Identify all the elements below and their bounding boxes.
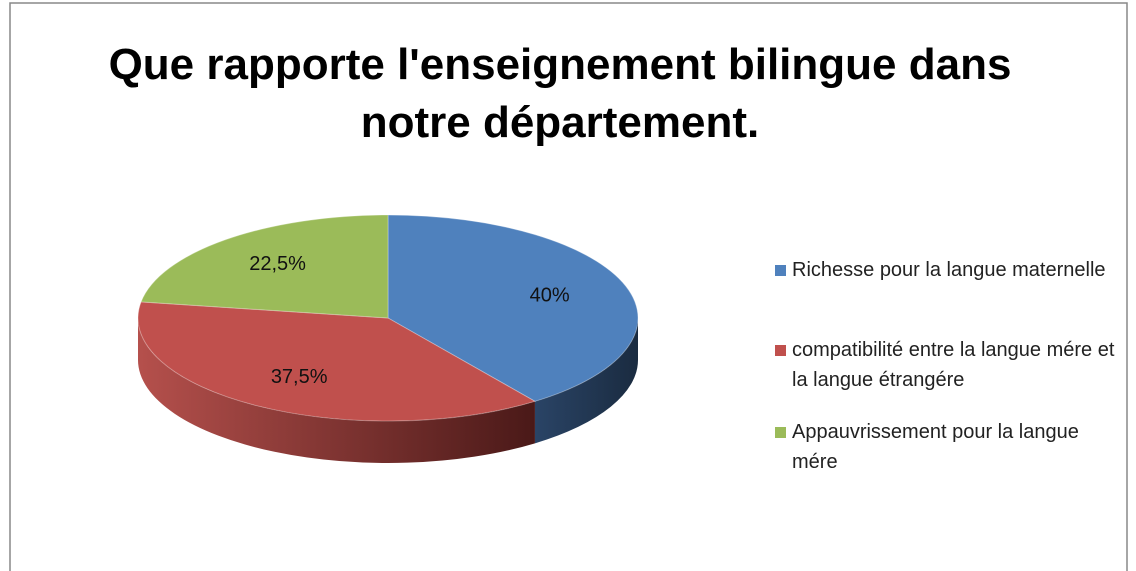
pie-slice bbox=[140, 214, 389, 319]
pie-side bbox=[138, 318, 535, 463]
data-label: 40% bbox=[530, 285, 570, 307]
legend-swatch bbox=[775, 345, 786, 356]
legend-label: compatibilité entre la langue mére et la… bbox=[792, 339, 1115, 391]
pie-slice bbox=[387, 214, 639, 402]
chart-border bbox=[9, 2, 1128, 571]
legend-item: Appauvrissement pour la langue mére bbox=[775, 417, 1122, 477]
legend-swatch bbox=[775, 265, 786, 276]
legend-item: compatibilité entre la langue mére et la… bbox=[775, 335, 1122, 395]
data-label: 37,5% bbox=[271, 366, 328, 388]
data-label: 22,5% bbox=[249, 253, 306, 275]
legend-swatch bbox=[775, 427, 786, 438]
chart-title: Que rapporte l'enseignement bilingue dan… bbox=[108, 40, 1012, 147]
legend-item: Richesse pour la langue maternelle bbox=[775, 255, 1122, 285]
pie-side bbox=[534, 318, 638, 444]
pie-slice bbox=[137, 301, 537, 422]
legend-label: Appauvrissement pour la langue mére bbox=[792, 421, 1079, 473]
legend-label: Richesse pour la langue maternelle bbox=[792, 259, 1106, 281]
